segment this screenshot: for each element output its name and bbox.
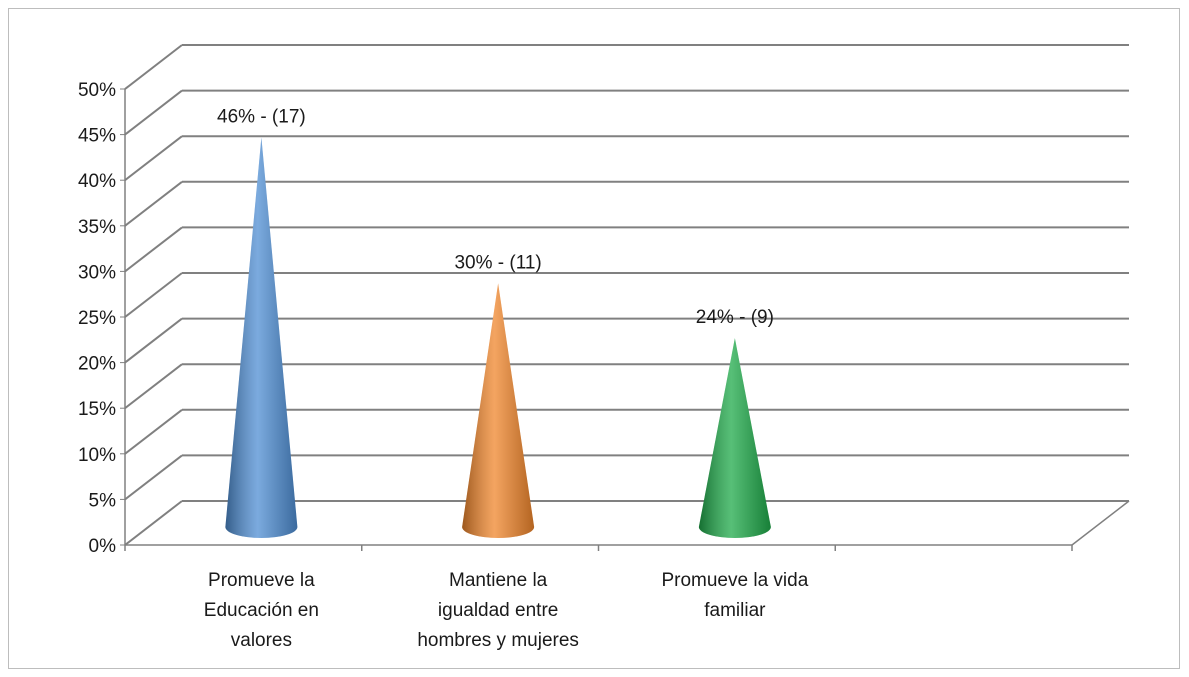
y-tick-label: 15%	[78, 399, 116, 420]
category-label: Promueve la Educación en valores	[204, 570, 319, 651]
side-gridline	[124, 317, 183, 364]
y-tick-label: 20%	[78, 354, 116, 375]
cone-bar-shading	[698, 338, 771, 538]
cone-bar-shading	[462, 283, 535, 538]
y-tick-label: 40%	[78, 171, 116, 192]
data-label: 46% - (17)	[217, 106, 306, 127]
data-label: 30% - (11)	[454, 252, 541, 273]
side-gridline	[124, 44, 183, 90]
side-gridline	[124, 226, 183, 273]
side-gridline	[124, 454, 183, 501]
y-tick-label: 0%	[89, 536, 117, 557]
side-gridline	[124, 135, 183, 181]
y-tick-label: 10%	[78, 445, 116, 466]
category-label: Promueve la vida familiar	[661, 570, 808, 621]
side-gridline	[124, 363, 183, 409]
y-tick-label: 25%	[78, 308, 116, 329]
y-tick-label: 45%	[78, 126, 116, 147]
y-tick-label: 35%	[78, 217, 116, 238]
side-gridline	[124, 181, 183, 227]
y-tick-label: 50%	[78, 80, 116, 101]
chart-frame	[8, 8, 1180, 669]
y-tick-label: 5%	[89, 490, 117, 511]
side-gridline	[124, 272, 183, 318]
y-tick-label: 30%	[78, 262, 116, 283]
side-gridline	[124, 409, 183, 455]
floor-edge	[1071, 500, 1130, 546]
side-gridline	[124, 89, 183, 136]
category-label: Mantiene la igualdad entre hombres y mujer…	[417, 570, 579, 651]
side-gridline	[124, 500, 183, 546]
cone-bar-shading	[225, 137, 298, 539]
data-label: 24% - (9)	[696, 307, 774, 328]
